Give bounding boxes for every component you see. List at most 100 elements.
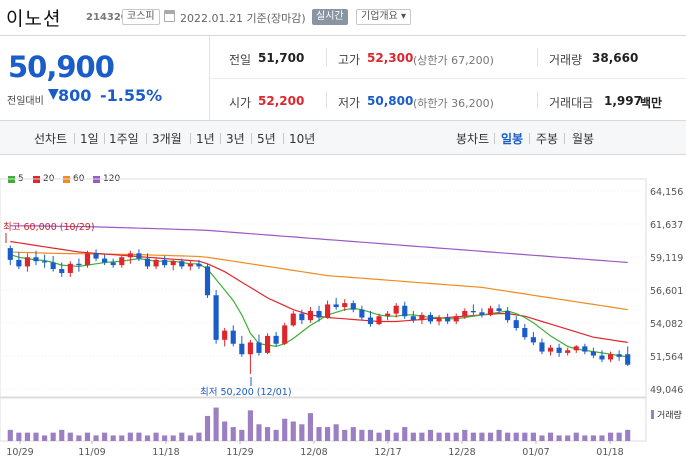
stock-code: 214320 <box>86 12 128 23</box>
tab-monthly[interactable]: 월봉 <box>572 132 595 146</box>
upper-limit: (상한가 67,200) <box>413 54 494 67</box>
candle-body <box>333 304 339 308</box>
open-value: 52,200 <box>258 94 305 108</box>
candle-body <box>273 335 279 344</box>
row-divider <box>210 78 686 79</box>
sep <box>220 133 221 144</box>
candle-body <box>522 328 528 338</box>
candle-body <box>513 320 519 329</box>
candle-body <box>496 308 502 311</box>
volume-bar <box>590 435 596 441</box>
candle-body <box>325 304 331 318</box>
sep <box>283 133 284 144</box>
candle-body <box>530 337 536 343</box>
volume-bar <box>84 432 91 441</box>
volume-legend-label: 거래량 <box>657 409 682 421</box>
volume-bar <box>170 435 176 441</box>
market-badge: 코스피 <box>122 9 160 25</box>
tab-weekly[interactable]: 주봉 <box>536 132 559 146</box>
volume-label: 거래량 <box>549 53 583 67</box>
volume-bar <box>127 432 133 441</box>
sep <box>326 91 327 109</box>
candle-body <box>67 263 73 273</box>
candle-body <box>50 262 56 270</box>
y-tick-label: 64,156 <box>650 187 683 198</box>
volume-bar <box>290 421 296 441</box>
volume-bar <box>445 432 451 441</box>
tab-daily[interactable]: 일봉 <box>501 132 524 146</box>
volume-bar <box>307 413 313 441</box>
change-label: 전일대비 <box>7 96 44 107</box>
volume-bar <box>93 435 99 441</box>
candle-body <box>264 335 271 353</box>
volume-bar <box>453 432 459 441</box>
candle-body <box>539 342 545 352</box>
x-tick-label: 01/07 <box>522 447 549 458</box>
tab-1y[interactable]: 1년 <box>196 132 215 146</box>
candle-body <box>616 354 622 357</box>
candle-body <box>7 248 13 260</box>
volume-bar <box>50 432 56 441</box>
x-tick-label: 01/18 <box>596 447 623 458</box>
candle-body <box>136 253 142 259</box>
candle-body <box>453 316 459 322</box>
candle-body <box>239 343 245 355</box>
volume-bar <box>316 427 322 441</box>
high-annotation: 최고 60,000 (10/29) <box>3 222 95 233</box>
candle-body <box>93 253 99 259</box>
candle-body <box>282 325 288 344</box>
volume-bar <box>222 421 228 441</box>
candle-body <box>436 317 442 322</box>
volume-bar <box>59 429 65 441</box>
candle-body <box>144 258 151 267</box>
tab-1d[interactable]: 1일 <box>80 132 99 146</box>
tab-1w[interactable]: 1주일 <box>109 132 139 146</box>
volume-bar <box>599 435 605 441</box>
low-label: 저가 <box>338 96 361 110</box>
volume-bar <box>367 429 374 441</box>
candle-body <box>179 261 185 267</box>
company-info-button[interactable]: 기업개요 ▾ <box>356 9 411 25</box>
volume-bar <box>350 427 356 441</box>
sep <box>251 133 252 144</box>
quote-divider <box>209 36 210 120</box>
volume-value: 38,660 <box>592 51 639 65</box>
candle-body <box>590 351 596 356</box>
volume-bar <box>582 435 588 441</box>
volume-bar <box>33 432 39 441</box>
volume-bar <box>496 429 502 441</box>
candle-body <box>102 258 108 263</box>
y-tick-label: 59,119 <box>650 253 683 264</box>
volume-bar <box>487 432 494 441</box>
tab-3m[interactable]: 3개월 <box>152 132 182 146</box>
volume-bar <box>385 429 391 441</box>
candle-body <box>127 253 133 258</box>
lower-limit: (하한가 36,200) <box>413 97 494 110</box>
volume-bar <box>359 429 365 441</box>
candle-body <box>599 355 605 360</box>
candle-body <box>445 317 451 322</box>
open-label: 시가 <box>229 96 252 110</box>
volume-bar <box>410 432 416 441</box>
volume-bar <box>273 429 279 441</box>
realtime-button[interactable]: 실시간 <box>312 9 348 25</box>
volume-bar <box>625 429 631 441</box>
tab-5y[interactable]: 5년 <box>257 132 276 146</box>
candle-body <box>410 316 416 321</box>
candle-body <box>247 342 253 355</box>
calendar-icon <box>164 10 175 22</box>
candle-chart-label: 봉차트 <box>456 132 490 146</box>
low-annotation: 최저 50,200 (12/01) <box>200 387 292 398</box>
volume-bar <box>136 432 142 441</box>
volume-bar <box>547 432 554 441</box>
tab-10y[interactable]: 10년 <box>289 132 316 146</box>
candle-body <box>222 330 228 340</box>
sep <box>326 48 327 66</box>
volume-bar <box>179 432 185 441</box>
volume-bar <box>119 435 125 441</box>
sep <box>146 133 147 144</box>
x-tick-label: 12/28 <box>448 447 475 458</box>
tab-3y[interactable]: 3년 <box>226 132 245 146</box>
candle-body <box>204 266 211 296</box>
volume-bar <box>479 432 485 441</box>
